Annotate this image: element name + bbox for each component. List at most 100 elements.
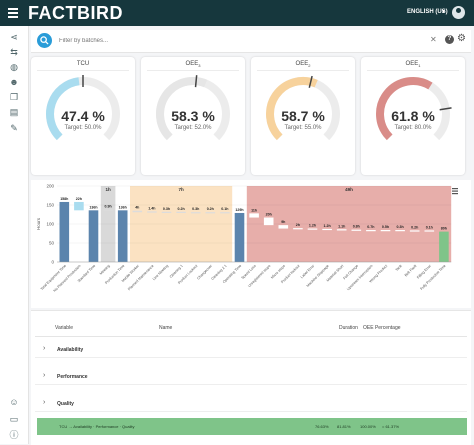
kpi-card-oee3: OEE3 58.3 % Target: 52.0% xyxy=(141,57,245,175)
bar-data-label: 0.9h xyxy=(104,205,111,209)
y-axis-label: Hours xyxy=(36,217,41,230)
x-tick-label: Upstream Interruption xyxy=(346,264,373,291)
chevron-down-icon[interactable]: ▾ xyxy=(442,9,446,15)
bar-data-label: 1.1h xyxy=(338,224,345,228)
group-label: Availability xyxy=(57,347,84,353)
waterfall-bar xyxy=(263,217,274,226)
bar-data-label: 2h xyxy=(296,223,300,227)
y-tick-label: 50 xyxy=(49,241,55,246)
help-icon[interactable]: ? xyxy=(445,35,454,44)
bar-data-label: 0.1h xyxy=(221,207,228,211)
gear-icon[interactable]: ⚙ xyxy=(457,33,466,44)
waterfall-bar xyxy=(117,210,128,262)
bar-data-label: 158h xyxy=(60,197,68,201)
documents-icon[interactable]: ❐ xyxy=(9,92,19,102)
group-row-availability[interactable]: › Availability xyxy=(35,343,467,358)
wrench-icon[interactable]: ✎ xyxy=(10,123,18,133)
summary-oee: = 61.37% xyxy=(382,424,400,429)
share-icon[interactable]: ⋖ xyxy=(10,32,18,42)
chat-icon[interactable]: ▭ xyxy=(9,414,19,424)
waterfall-bar xyxy=(103,209,113,211)
gauge-target: Target: 55.0% xyxy=(284,125,322,131)
chart-menu-icon[interactable] xyxy=(452,188,458,195)
waterfall-bar xyxy=(88,210,99,262)
people-icon[interactable]: ☻ xyxy=(9,77,19,87)
waterfall-bar xyxy=(409,230,420,232)
bar-data-label: 9h xyxy=(281,220,285,224)
waterfall-bar xyxy=(322,228,332,231)
gauge-chart xyxy=(156,75,230,141)
x-tick-label: Belt Fault xyxy=(404,264,418,278)
link-icon[interactable]: ⇆ xyxy=(10,47,18,57)
info-icon[interactable]: ⓘ xyxy=(9,430,19,440)
column-header-oee: OEE Percentage xyxy=(363,325,401,331)
users-icon[interactable]: ☺ xyxy=(9,397,19,407)
waterfall-bar xyxy=(249,213,259,218)
batch-filter-input[interactable] xyxy=(59,35,429,47)
group-row-performance[interactable]: › Performance xyxy=(35,370,467,385)
waterfall-bar xyxy=(380,230,391,232)
x-tick-label: Fully Productive Time xyxy=(419,264,446,291)
gauge-chart xyxy=(376,77,452,141)
summary-performance: 81.81% xyxy=(337,424,351,429)
gauge-value: 47.4 % xyxy=(61,108,105,124)
bar-data-label: 0.2h xyxy=(411,225,418,229)
waterfall-bar xyxy=(59,201,70,262)
bar-data-label: 0.8h xyxy=(353,225,360,229)
menu-icon[interactable] xyxy=(8,6,20,20)
waterfall-bar xyxy=(220,212,230,214)
waterfall-bar xyxy=(336,229,347,231)
app-logo[interactable]: FACTBIRD xyxy=(28,3,123,23)
x-tick-label: Meeting xyxy=(99,264,111,276)
band-label: 49h xyxy=(345,187,353,192)
gauge-target: Target: 80.0% xyxy=(394,125,432,131)
x-tick-label: Tank xyxy=(395,264,403,272)
user-avatar[interactable] xyxy=(452,6,465,19)
category-band xyxy=(100,186,116,262)
bar-data-label: 0.3h xyxy=(192,207,199,211)
waterfall-bar xyxy=(205,212,216,214)
sidebar: ⋖ ⇆ ◍ ☻ ❐ ▤ ✎ ☺ ▭ ⓘ xyxy=(0,26,29,444)
gauge-target: Target: 50.0% xyxy=(64,125,102,131)
bar-data-label: 136h xyxy=(89,205,97,209)
language-selector[interactable]: ENGLISH (US) xyxy=(407,9,448,15)
waterfall-bar xyxy=(132,210,143,213)
column-header-name: Name xyxy=(159,325,173,331)
waterfall-bar xyxy=(190,212,201,214)
chevron-right-icon[interactable]: › xyxy=(43,399,46,406)
bar-data-label: 1.2h xyxy=(323,224,330,228)
group-label: Performance xyxy=(57,374,88,380)
search-icon[interactable] xyxy=(37,33,52,48)
bar-data-label: 136h xyxy=(119,205,127,209)
y-tick-label: 200 xyxy=(46,184,54,189)
gauge-value: 58.3 % xyxy=(171,108,215,124)
dashboard-icon[interactable]: ▤ xyxy=(9,107,19,117)
y-tick-label: 150 xyxy=(46,203,54,208)
gauge-target: Target: 52.0% xyxy=(174,125,212,131)
waterfall-chart: 1h 7h 49h 0 50 100 150 200 Hours 158h 22h 136h 0.9h 1… xyxy=(31,180,471,308)
x-tick-label: Total Equipment Time xyxy=(40,264,67,291)
kpi-card-oee1: OEE1 61.8 % Target: 80.0% xyxy=(361,57,465,175)
summary-quality: 100.00% xyxy=(360,424,376,429)
bar-data-label: 80h xyxy=(441,227,447,231)
waterfall-bar xyxy=(439,231,449,262)
x-tick-label: No Planned Production xyxy=(53,264,82,293)
filter-bar: ✕ ? ⚙ xyxy=(31,30,471,53)
globe-icon[interactable]: ◍ xyxy=(10,62,18,72)
clear-icon[interactable]: ✕ xyxy=(430,35,437,44)
bar-data-label: 0.3h xyxy=(163,207,170,211)
chevron-right-icon[interactable]: › xyxy=(43,345,46,352)
kpi-card-tcu: TCU 47.4 % Target: 50.0% xyxy=(31,57,135,175)
group-row-quality[interactable]: › Quality xyxy=(35,397,467,412)
waterfall-bar xyxy=(307,228,318,230)
bar-data-label: 0.3h xyxy=(396,225,403,229)
gauge-value: 58.7 % xyxy=(281,108,325,124)
waterfall-bar xyxy=(351,229,362,231)
gauge-target-marker xyxy=(439,107,452,111)
summary-formula: TCU → Availability · Performance · Quali… xyxy=(59,424,135,429)
chevron-right-icon[interactable]: › xyxy=(43,372,46,379)
x-tick-label: Line Meeting xyxy=(152,264,169,281)
bar-data-label: 0.2h xyxy=(177,207,184,211)
bar-data-label: 129h xyxy=(235,208,243,212)
bar-data-label: 0.1h xyxy=(426,225,433,229)
